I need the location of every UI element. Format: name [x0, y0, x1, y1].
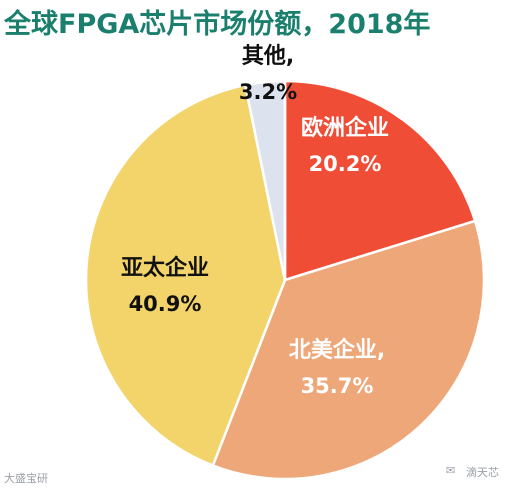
slice-value-label: 3.2%: [239, 80, 297, 104]
slice-value-label: 40.9%: [129, 292, 202, 316]
slice-label: 其他,: [242, 44, 294, 69]
pie-slice-3: [84, 83, 287, 467]
slice-label: 亚太企业: [121, 255, 209, 281]
pie-slice-1: [283, 79, 477, 282]
watermark-left: 大盛宝研: [4, 472, 48, 485]
slice-value-label: 20.2%: [309, 152, 382, 176]
slice-value-label: 35.7%: [301, 374, 374, 398]
watermark-right: 滴天芯: [466, 466, 499, 479]
pie-slice-2: [211, 219, 486, 481]
watermark-right-icon: ✉: [446, 464, 456, 477]
slice-label: 北美企业,: [289, 337, 385, 363]
chart-title: 全球FPGA芯片市场份额，2018年: [4, 9, 431, 40]
pie-slice-4: [244, 79, 287, 282]
slice-label: 欧洲企业: [301, 115, 389, 141]
